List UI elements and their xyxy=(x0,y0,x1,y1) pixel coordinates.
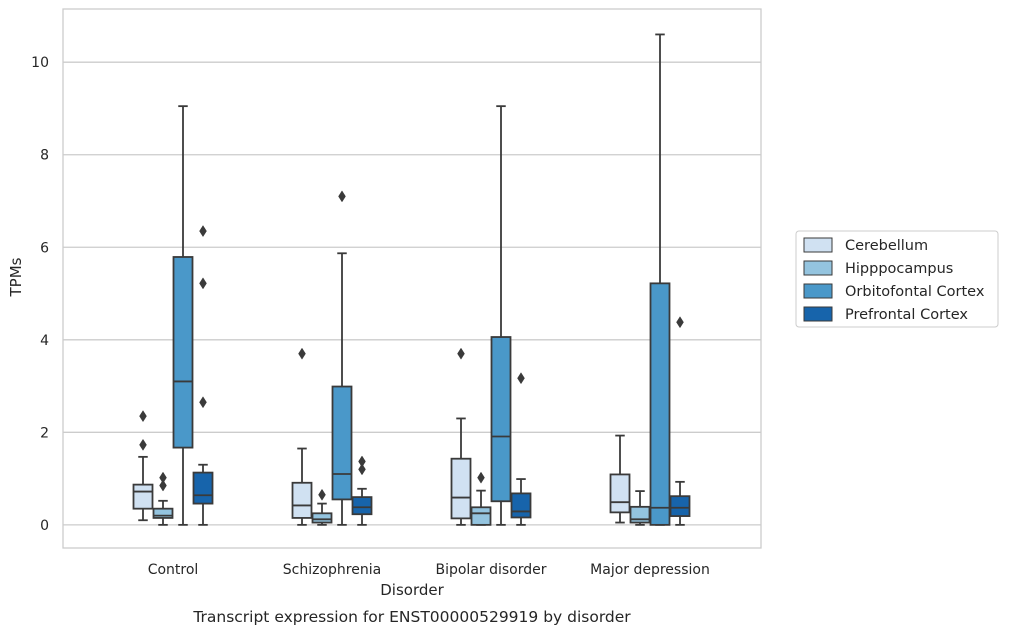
legend-label: Hipppocampus xyxy=(845,261,953,277)
outlier-point xyxy=(517,372,525,385)
box-series xyxy=(132,33,691,526)
box xyxy=(152,507,174,519)
box xyxy=(649,282,671,526)
outlier-point xyxy=(358,463,366,476)
box xyxy=(132,483,154,510)
box-group xyxy=(192,225,214,526)
box-group xyxy=(470,471,492,526)
box-group xyxy=(351,455,373,526)
y-tick-label: 10 xyxy=(31,55,49,71)
legend: Cerebellum Hipppocampus Orbitofontal Corte… xyxy=(795,230,999,328)
y-tick-label: 2 xyxy=(40,425,49,441)
plot-frame xyxy=(62,8,762,549)
x-tick-label: Control xyxy=(148,562,199,578)
box xyxy=(172,256,194,449)
box xyxy=(510,492,532,519)
box-group xyxy=(649,33,671,526)
x-tick-label: Schizophrenia xyxy=(283,562,381,578)
box-group xyxy=(609,434,631,524)
box xyxy=(192,471,214,505)
legend-swatch xyxy=(803,283,833,299)
box xyxy=(669,495,691,517)
x-axis-ticks: Control Schizophrenia Bipolar disorder Majo… xyxy=(148,562,710,578)
box xyxy=(351,496,373,516)
x-tick-label: Bipolar disorder xyxy=(435,562,546,578)
outlier-point xyxy=(318,488,326,501)
outlier-point xyxy=(457,347,465,360)
outlier-point xyxy=(199,396,207,409)
box-group xyxy=(669,316,691,526)
box-group xyxy=(450,347,472,526)
box-group xyxy=(291,347,313,526)
outlier-point xyxy=(199,225,207,238)
legend-swatch xyxy=(803,237,833,253)
box-group xyxy=(510,372,532,526)
chart-caption: Transcript expression for ENST0000052991… xyxy=(192,608,631,626)
box xyxy=(470,506,492,526)
box-group xyxy=(172,105,194,526)
legend-swatch xyxy=(803,260,833,276)
box-group xyxy=(629,490,651,526)
box xyxy=(331,385,353,501)
box-group xyxy=(132,410,154,522)
outlier-point xyxy=(338,190,346,203)
outlier-point xyxy=(298,347,306,360)
box xyxy=(291,481,313,519)
outlier-point xyxy=(199,277,207,290)
x-tick-label: Major depression xyxy=(590,562,710,578)
outlier-point xyxy=(676,316,684,329)
box xyxy=(450,457,472,520)
legend-label: Orbitofontal Cortex xyxy=(845,284,985,300)
outlier-point xyxy=(358,455,366,468)
x-axis-label: Disorder xyxy=(380,581,444,599)
outlier-point xyxy=(477,471,485,484)
y-tick-label: 8 xyxy=(40,148,49,164)
outlier-point xyxy=(159,471,167,484)
legend-label: Prefrontal Cortex xyxy=(845,307,968,323)
y-tick-label: 4 xyxy=(40,333,49,349)
legend-label: Cerebellum xyxy=(845,238,928,254)
outlier-point xyxy=(139,410,147,423)
outlier-point xyxy=(139,438,147,451)
box xyxy=(490,336,512,503)
y-tick-label: 0 xyxy=(40,518,49,534)
y-axis-ticks: 0 2 4 6 8 10 xyxy=(31,55,49,534)
legend-swatch xyxy=(803,306,833,322)
outlier-point xyxy=(159,479,167,492)
box-group xyxy=(311,488,333,526)
box-group xyxy=(152,471,174,526)
box xyxy=(609,473,631,514)
box-group xyxy=(331,190,353,526)
legend-frame xyxy=(795,230,999,328)
y-axis-label: TPMs xyxy=(7,257,25,297)
y-tick-label: 6 xyxy=(40,240,49,256)
box xyxy=(311,512,333,524)
box-group xyxy=(490,105,512,526)
